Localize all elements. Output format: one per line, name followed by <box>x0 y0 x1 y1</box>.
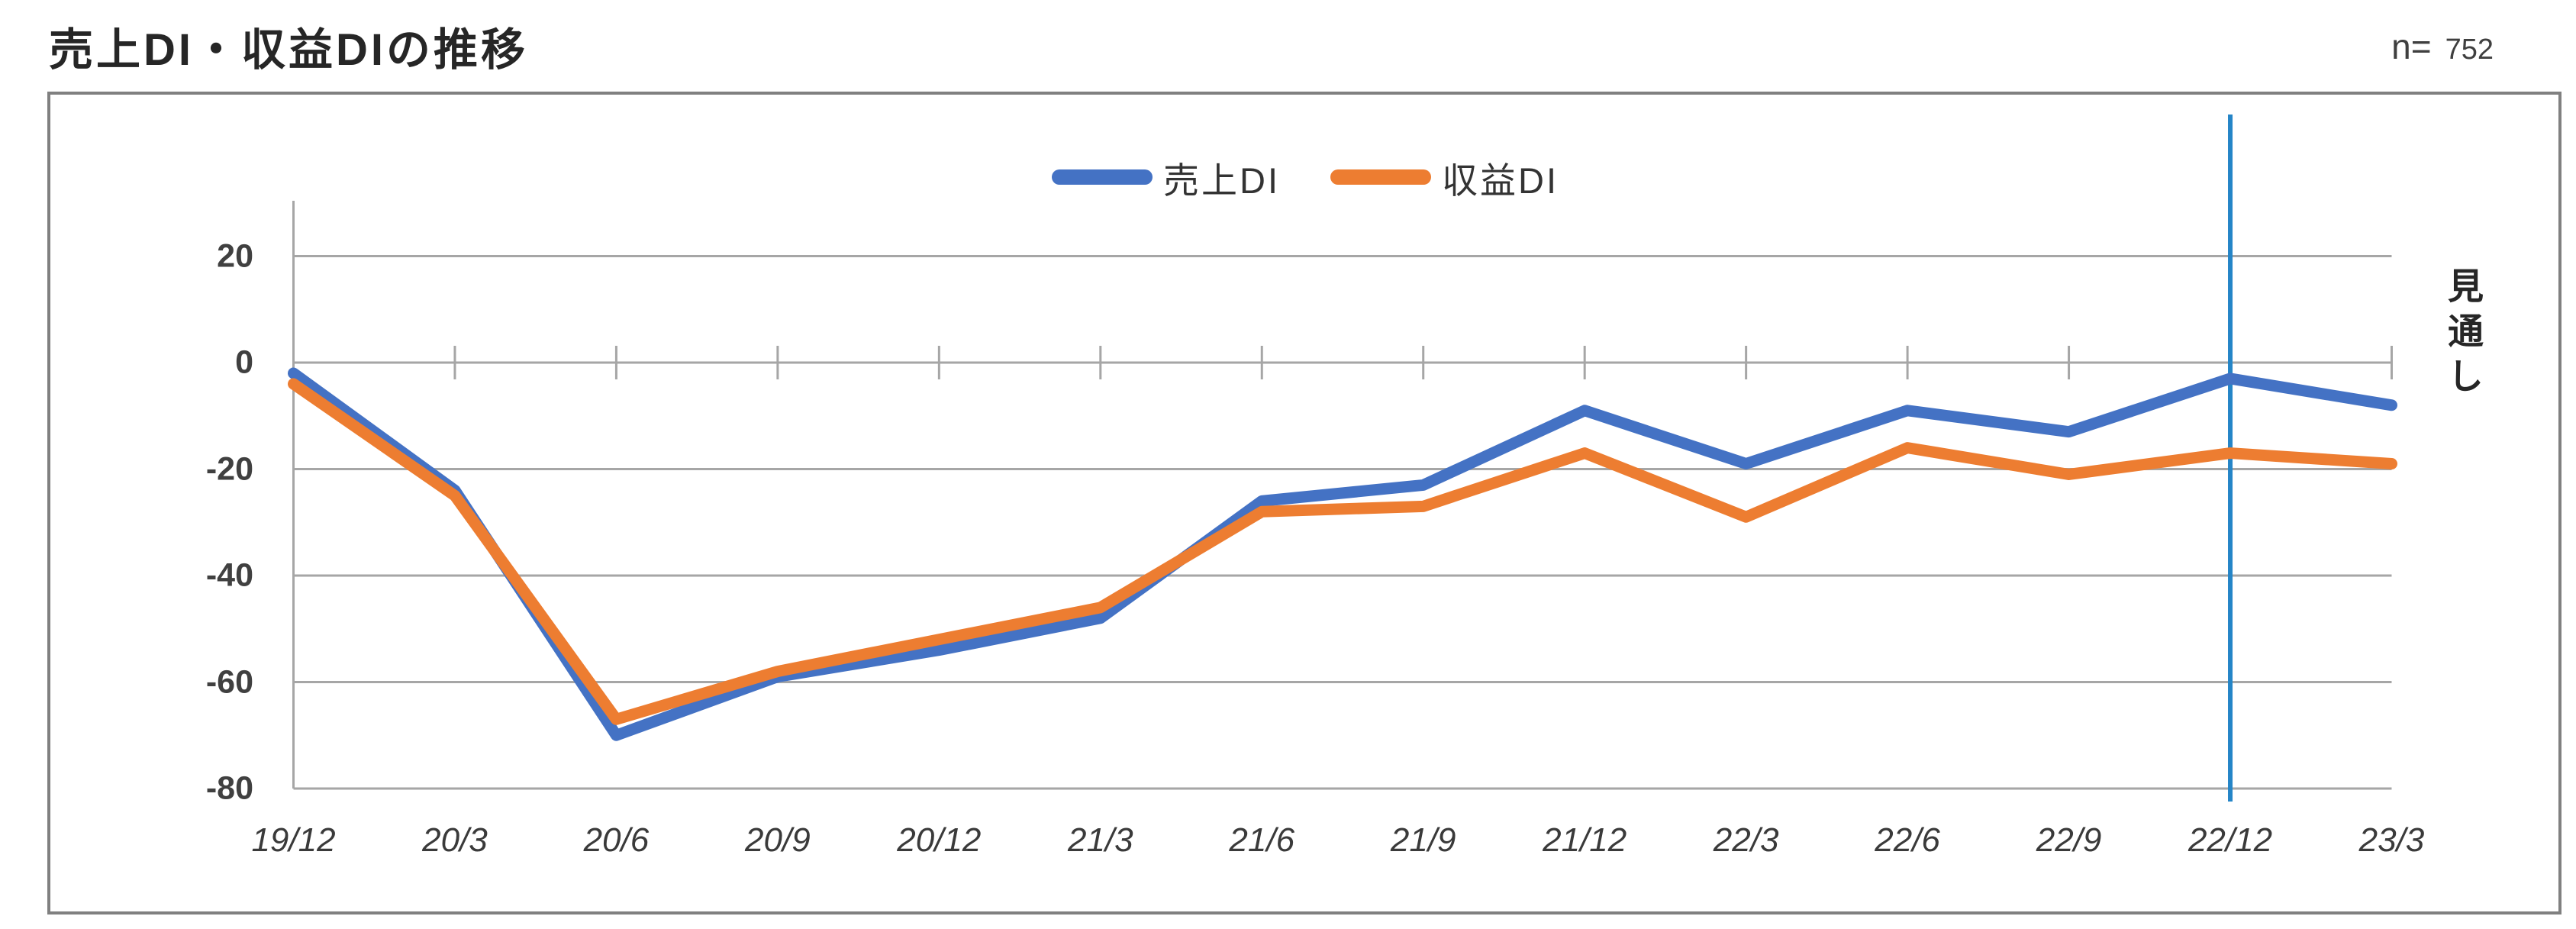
x-axis-tick-label: 22/3 <box>1713 821 1779 859</box>
y-axis-tick-label: -20 <box>205 450 253 487</box>
legend-item-0: 売上DI <box>1052 151 1280 204</box>
legend-label: 売上DI <box>1163 160 1280 201</box>
series-line-0 <box>288 367 2397 741</box>
y-axis-tick-label: 0 <box>235 344 253 381</box>
forecast-annotation: 見通し <box>2442 267 2483 402</box>
legend-label: 収益DI <box>1442 160 1559 201</box>
x-axis-tick-label: 21/3 <box>1067 821 1133 859</box>
series-line-1 <box>288 378 2397 725</box>
y-axis-tick-label: -80 <box>205 769 253 807</box>
legend-item-1: 収益DI <box>1330 151 1559 204</box>
x-axis-tick-label: 23/3 <box>2358 821 2425 859</box>
x-axis-tick-label: 20/3 <box>422 821 488 859</box>
x-axis-tick-label: 21/9 <box>1390 821 1456 859</box>
chart-title: 売上DI・収益DIの推移 <box>49 25 529 75</box>
legend-swatch-icon <box>1330 169 1431 185</box>
x-axis-tick-label: 22/12 <box>2188 821 2273 859</box>
x-axis-tick-label: 22/6 <box>1875 821 1940 859</box>
y-axis-tick-label: 20 <box>217 237 253 274</box>
x-axis-tick-label: 20/12 <box>897 821 982 859</box>
sample-size: n= 752 <box>2391 26 2494 67</box>
x-axis-tick-label: 21/12 <box>1543 821 1627 859</box>
y-axis-tick-label: -40 <box>205 556 253 594</box>
x-axis-tick-label: 19/12 <box>251 821 336 859</box>
sample-size-value: 752 <box>2445 34 2494 66</box>
x-axis-tick-label: 20/6 <box>583 821 650 859</box>
legend-swatch-icon <box>1052 169 1153 185</box>
x-axis-tick-label: 20/9 <box>745 821 811 859</box>
x-axis-tick-label: 22/9 <box>2036 821 2102 859</box>
sample-size-label: n= <box>2391 27 2432 66</box>
x-axis-tick-label: 21/6 <box>1229 821 1295 859</box>
y-axis-tick-label: -60 <box>205 663 253 700</box>
chart-legend: 売上DI 収益DI <box>985 153 1626 202</box>
